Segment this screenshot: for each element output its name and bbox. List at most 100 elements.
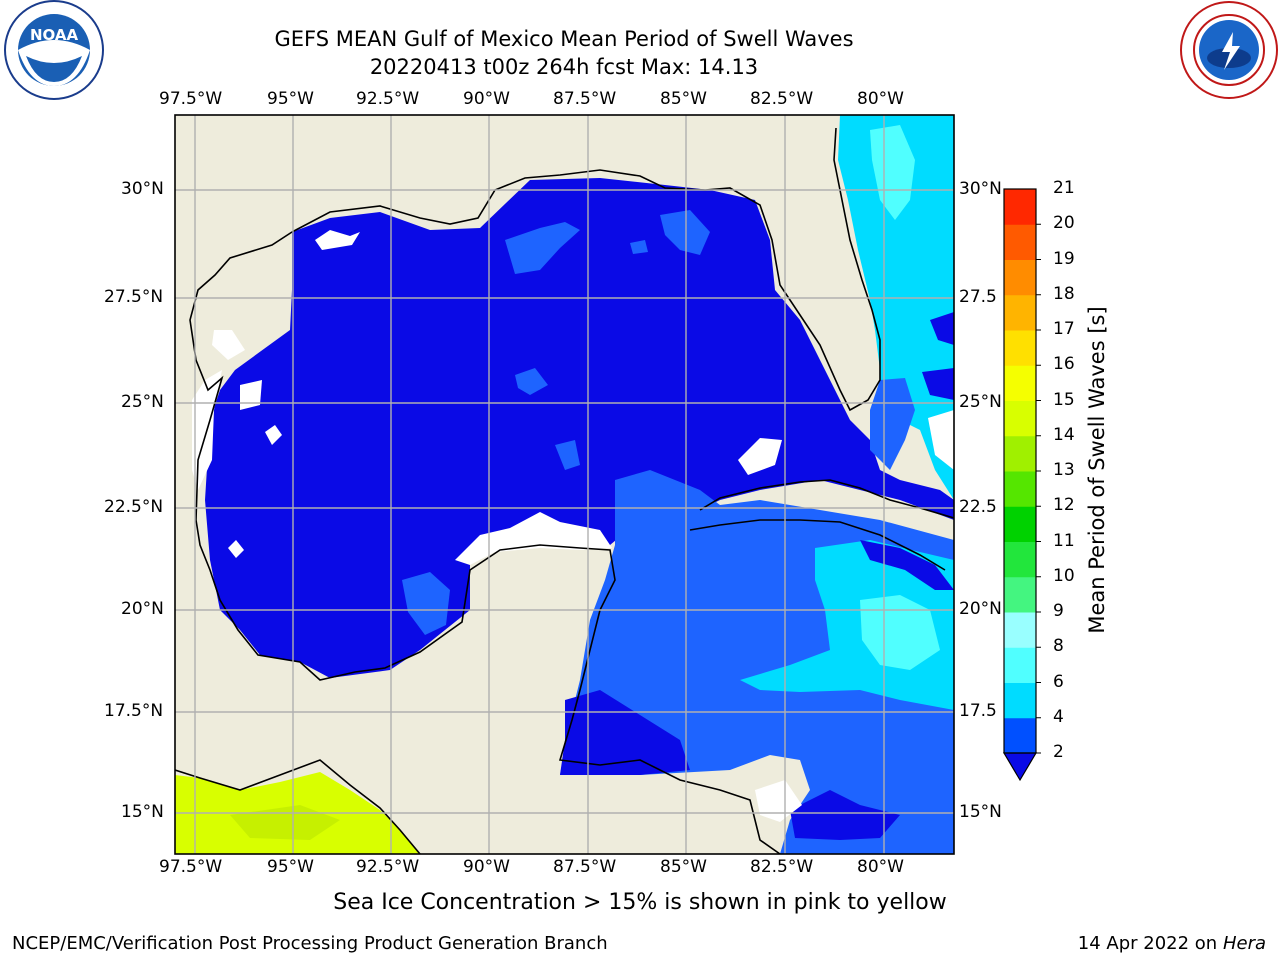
caribbean-no-data bbox=[755, 780, 802, 822]
colorbar-tick-label: 6 bbox=[1053, 671, 1064, 692]
colorbar-tick-label: 11 bbox=[1053, 530, 1075, 551]
gulf-no-data bbox=[212, 330, 245, 360]
swell-patch-dark bbox=[560, 690, 690, 775]
colorbar-segment bbox=[1004, 294, 1036, 331]
colorbar-tick-label: 8 bbox=[1053, 636, 1064, 657]
colorbar-tick-label: 21 bbox=[1053, 178, 1075, 198]
gulf-no-data bbox=[738, 438, 782, 475]
colorbar bbox=[1002, 188, 1041, 782]
atlantic-swell-field bbox=[838, 115, 954, 500]
lon-tick-top: 90°W bbox=[463, 89, 510, 109]
swell-patch-dark bbox=[790, 790, 900, 840]
lon-tick-top: 82.5°W bbox=[750, 89, 814, 109]
lon-tick-top: 95°W bbox=[267, 89, 314, 109]
swell-patch bbox=[660, 210, 710, 255]
lat-tick-left: 15°N bbox=[121, 802, 164, 822]
lat-tick-left: 27.5°N bbox=[104, 287, 164, 307]
lat-tick-right: 15°N bbox=[959, 802, 1002, 822]
lon-tick-bottom: 85°W bbox=[660, 857, 707, 877]
lat-tick-left: 25°N bbox=[121, 392, 164, 412]
swell-patch-dark bbox=[930, 312, 954, 345]
noaa-logo: NOAA bbox=[4, 0, 104, 100]
lat-tick-right: 25°N bbox=[959, 392, 1002, 412]
swell-patch-light-cyan bbox=[860, 595, 940, 670]
lat-tick-left: 30°N bbox=[121, 179, 164, 199]
map-frame bbox=[174, 114, 955, 855]
colorbar-segment bbox=[1004, 330, 1036, 366]
lon-tick-top: 87.5°W bbox=[553, 89, 617, 109]
colorbar-segment bbox=[1004, 576, 1036, 613]
lon-tick-bottom: 82.5°W bbox=[750, 857, 814, 877]
colorbar-tick-label: 10 bbox=[1053, 565, 1075, 586]
lon-tick-bottom: 95°W bbox=[267, 857, 314, 877]
lon-tick-bottom: 92.5°W bbox=[356, 857, 420, 877]
swell-patch bbox=[870, 378, 915, 470]
lat-tick-right: 22.5 bbox=[959, 497, 997, 517]
chart-title: GEFS MEAN Gulf of Mexico Mean Period of … bbox=[274, 27, 854, 51]
footer-date-text: 14 Apr 2022 on bbox=[1077, 933, 1223, 954]
nws-logo bbox=[1180, 1, 1278, 99]
colorbar-segment bbox=[1004, 400, 1036, 437]
colorbar-tick-label: 13 bbox=[1053, 460, 1075, 480]
chart-subtitle: 20220413 t00z 264h fcst Max: 14.13 bbox=[369, 55, 759, 79]
footer-date: 14 Apr 2022 on Hera bbox=[1078, 933, 1266, 954]
gulf-no-data bbox=[455, 512, 612, 565]
swell-patch bbox=[505, 222, 580, 274]
gulf-no-data bbox=[228, 540, 244, 558]
colorbar-segment bbox=[1004, 365, 1036, 401]
colorbar-extend-outline bbox=[1002, 752, 1038, 782]
noaa-logo-text: NOAA bbox=[30, 26, 79, 44]
lon-tick-bottom: 87.5°W bbox=[553, 857, 617, 877]
colorbar-tick-label: 9 bbox=[1053, 601, 1064, 621]
colorbar-tick-label: 20 bbox=[1053, 213, 1075, 234]
atlantic-no-data bbox=[928, 410, 954, 470]
colorbar-segment bbox=[1004, 471, 1036, 507]
colorbar-segment bbox=[1004, 435, 1036, 472]
colorbar-segment bbox=[1004, 717, 1036, 754]
gulf-no-data bbox=[265, 425, 282, 445]
colorbar-tick-label: 14 bbox=[1053, 424, 1075, 445]
footer-credit: NCEP/EMC/Verification Post Processing Pr… bbox=[12, 933, 608, 954]
swell-patch bbox=[402, 572, 450, 635]
swell-patch bbox=[555, 440, 580, 470]
lat-tick-right: 30°N bbox=[959, 179, 1002, 199]
colorbar-tick-label: 15 bbox=[1053, 389, 1075, 410]
lat-tick-left: 17.5°N bbox=[104, 701, 164, 721]
lat-tick-right: 17.5 bbox=[959, 701, 997, 721]
colorbar-tick-label: 12 bbox=[1053, 495, 1075, 516]
lon-tick-top: 92.5°W bbox=[356, 89, 420, 109]
colorbar-segment bbox=[1004, 224, 1036, 260]
colorbar-segment bbox=[1004, 189, 1036, 225]
colorbar-tick-label: 18 bbox=[1053, 283, 1075, 304]
gulf-no-data bbox=[315, 230, 360, 250]
colorbar-segment bbox=[1004, 682, 1036, 719]
colorbar-tick-label: 2 bbox=[1053, 742, 1064, 762]
lat-tick-left: 20°N bbox=[121, 599, 164, 619]
colorbar-tick-label: 19 bbox=[1053, 248, 1075, 269]
colorbar-tick-label: 4 bbox=[1053, 706, 1064, 727]
lon-tick-bottom: 97.5°W bbox=[159, 857, 223, 877]
gulf-swell-field bbox=[205, 178, 954, 678]
lon-tick-top: 85°W bbox=[660, 89, 707, 109]
lat-tick-right: 20°N bbox=[959, 599, 1002, 619]
coastlines bbox=[175, 127, 954, 854]
lat-tick-right: 27.5 bbox=[959, 287, 997, 307]
colorbar-segment bbox=[1004, 647, 1036, 683]
footer-host: Hera bbox=[1222, 933, 1266, 954]
lon-tick-bottom: 80°W bbox=[857, 857, 904, 877]
colorbar-segment bbox=[1004, 259, 1036, 296]
lat-tick-left: 22.5°N bbox=[104, 497, 164, 517]
lon-tick-top: 97.5°W bbox=[159, 89, 223, 109]
colorbar-tick-label: 16 bbox=[1053, 354, 1075, 375]
swell-patch bbox=[515, 368, 548, 395]
swell-patch bbox=[630, 240, 648, 254]
lon-tick-top: 80°W bbox=[857, 89, 904, 109]
colorbar-extend-triangle bbox=[1004, 753, 1036, 780]
swell-patch-light-cyan bbox=[870, 125, 915, 220]
pacific-patch bbox=[230, 805, 340, 840]
lon-tick-bottom: 90°W bbox=[463, 857, 510, 877]
colorbar-segment bbox=[1004, 506, 1036, 542]
swell-patch-dark bbox=[922, 368, 954, 400]
colorbar-segment bbox=[1004, 612, 1036, 648]
